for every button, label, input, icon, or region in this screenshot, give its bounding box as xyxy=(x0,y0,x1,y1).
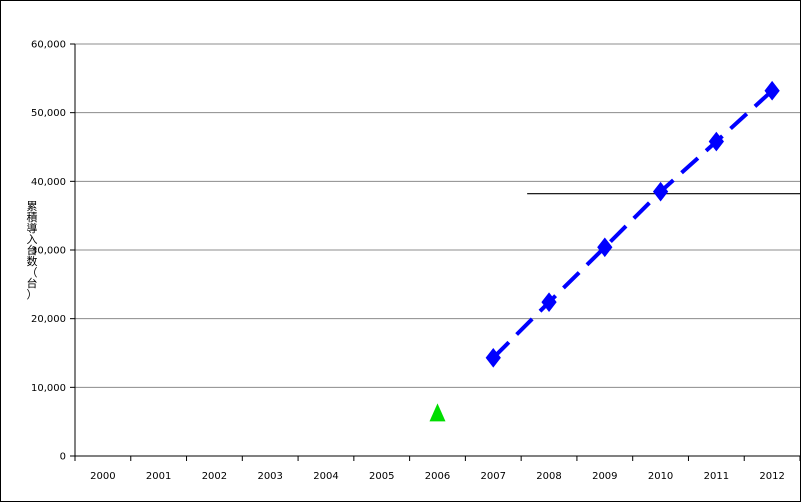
y-axis-label-char: 台 xyxy=(27,243,38,257)
x-tick-label: 2000 xyxy=(90,471,115,482)
y-tick-label: 40,000 xyxy=(31,177,66,188)
diamond-marker xyxy=(485,347,501,368)
diamond-marker xyxy=(708,131,724,152)
y-axis-label-char: ） xyxy=(27,288,38,301)
y-tick-labels: 0 10,000 20,000 30,000 40,000 50,000 60,000 xyxy=(31,40,66,463)
series-line-0 xyxy=(491,89,774,360)
y-axis-label-char: 台 xyxy=(27,276,38,290)
y-axis-label-char: （ xyxy=(27,266,38,279)
y-tick-label: 60,000 xyxy=(31,40,66,51)
x-tick-labels: 2000 2001 2002 2003 2004 2005 2006 2007 2008 2009… xyxy=(90,471,785,482)
x-tick-label: 2008 xyxy=(536,471,561,482)
x-tick-label: 2010 xyxy=(648,471,673,482)
x-tick-label: 2007 xyxy=(481,471,506,482)
x-tick-label: 2005 xyxy=(369,471,394,482)
series-layer xyxy=(429,80,780,422)
diamond-marker xyxy=(764,80,780,101)
y-tick-label: 30,000 xyxy=(31,246,66,257)
y-tick-label: 20,000 xyxy=(31,314,66,325)
axes xyxy=(70,43,801,461)
diamond-marker xyxy=(652,181,669,202)
diamond-marker xyxy=(597,237,613,258)
y-tick-label: 50,000 xyxy=(31,108,66,119)
x-tick-label: 2006 xyxy=(425,471,450,482)
x-tick-label: 2004 xyxy=(313,471,338,482)
y-tick-label: 0 xyxy=(60,452,66,463)
y-axis-label-char: 積 xyxy=(27,210,38,224)
y-axis-label-char: 数 xyxy=(27,255,38,268)
diamond-marker xyxy=(541,292,557,313)
x-tick-label: 2012 xyxy=(759,471,784,482)
x-tick-label: 2003 xyxy=(257,471,282,482)
y-axis-label-char: 累 xyxy=(27,200,38,213)
x-tick-label: 2009 xyxy=(592,471,617,482)
y-axis-label-char: 入 xyxy=(27,233,38,246)
x-tick-label: 2002 xyxy=(202,471,227,482)
y-axis-label-char: 導 xyxy=(27,221,38,235)
y-tick-label: 10,000 xyxy=(31,383,66,394)
x-tick-label: 2001 xyxy=(146,471,171,482)
gridlines xyxy=(75,43,800,388)
triangle-marker xyxy=(429,403,446,422)
x-tick-label: 2011 xyxy=(704,471,729,482)
